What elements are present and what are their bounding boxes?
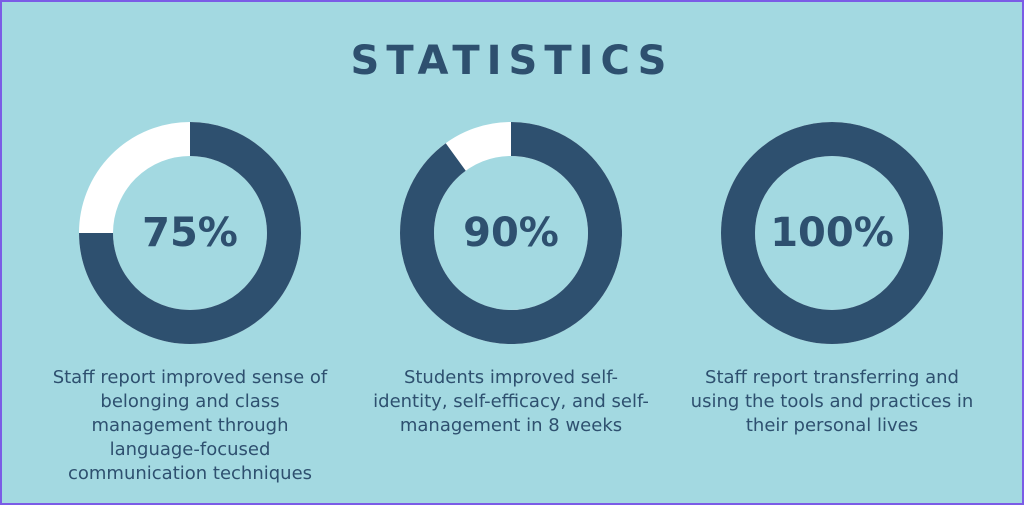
donut-svg	[721, 122, 943, 344]
stat-caption: Students improved self-identity, self-ef…	[373, 367, 649, 436]
stat-caption: Staff report transferring and using the …	[690, 367, 974, 436]
ring-value-arc	[400, 122, 622, 344]
ring-value-arc	[79, 122, 301, 344]
donut-chart: 90%	[400, 122, 622, 344]
donut-svg	[400, 122, 622, 344]
stat-card: 90% Students improved self-identity, sel…	[361, 122, 661, 438]
stat-card: 75% Staff report improved sense of belon…	[40, 122, 340, 486]
percent-value: 100%	[770, 210, 894, 256]
ring-value-arc	[721, 122, 943, 344]
donut-chart: 75%	[79, 122, 301, 344]
stat-card: 100% Staff report transferring and using…	[682, 122, 982, 438]
donut-svg	[79, 122, 301, 344]
page-title: STATISTICS	[350, 38, 674, 84]
stat-caption: Staff report improved sense of belonging…	[52, 367, 328, 484]
percent-value: 75%	[142, 210, 238, 256]
donut-chart: 100%	[721, 122, 943, 344]
percent-value: 90%	[463, 210, 559, 256]
